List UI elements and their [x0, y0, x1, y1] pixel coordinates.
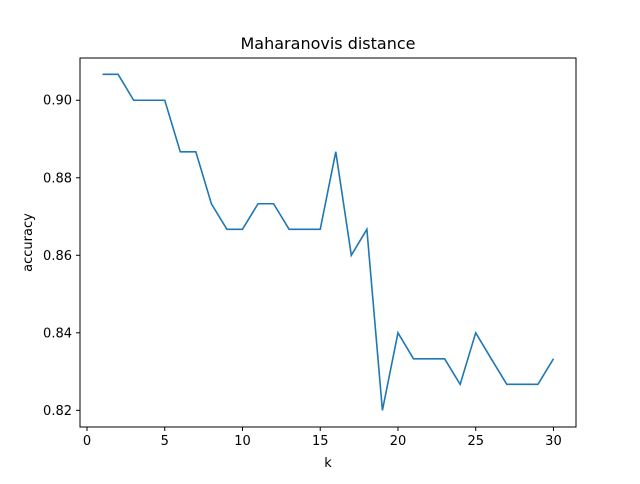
y-tick-label: 0.90	[43, 94, 72, 109]
x-axis-ticks: 0 5 10 15 20 25 30	[83, 427, 562, 449]
x-tick-label: 10	[234, 434, 251, 449]
x-tick-label: 5	[161, 434, 169, 449]
x-tick-label: 0	[83, 434, 91, 449]
y-axis-label: accuracy	[21, 213, 36, 272]
y-tick-label: 0.82	[43, 404, 72, 419]
x-axis-label: k	[324, 456, 332, 471]
series-line-0	[102, 73, 555, 411]
x-tick-label: 20	[390, 434, 407, 449]
chart-title: Maharanovis distance	[241, 34, 416, 53]
y-tick-label: 0.88	[43, 171, 72, 186]
plot-frame	[79, 57, 577, 428]
x-tick-label: 15	[312, 434, 329, 449]
y-tick-label: 0.86	[43, 249, 72, 264]
y-tick-label: 0.84	[43, 326, 72, 341]
series-layer	[102, 73, 555, 411]
x-tick-label: 25	[467, 434, 484, 449]
y-axis-ticks: 0.82 0.84 0.86 0.88 0.90	[43, 94, 80, 419]
x-tick-label: 30	[545, 434, 562, 449]
